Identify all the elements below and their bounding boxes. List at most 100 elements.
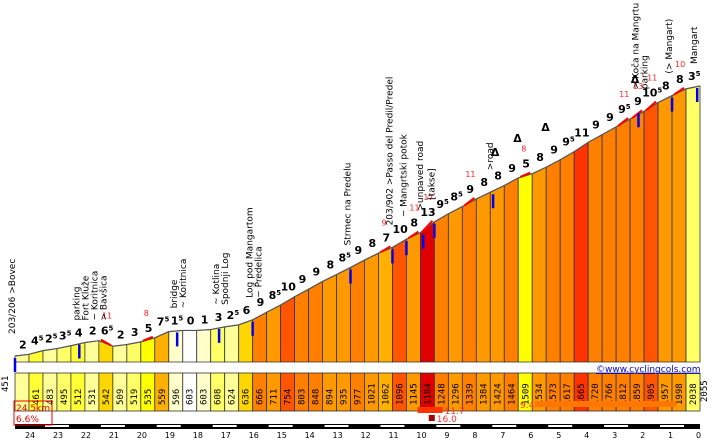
gradient-half: 5 [276, 289, 281, 297]
profile-segment [168, 329, 184, 363]
profile-segment [336, 266, 351, 363]
elevation-label: 803 [298, 389, 308, 405]
max-gradient-label: 11 [465, 170, 475, 179]
gradient-label: 2 [89, 325, 97, 338]
gradient-label: 8 [410, 217, 418, 230]
place-label: 203/206 >Bovec [8, 259, 18, 334]
gradient-label: 8 [480, 176, 488, 189]
elevation-label: 535 [144, 389, 154, 405]
place-label: [takse] [427, 168, 437, 200]
scale-gap [492, 425, 517, 427]
profile-segment [629, 110, 645, 363]
max-gradient-mark [142, 335, 154, 342]
profile-segment [266, 304, 282, 363]
elevation-label: 451 [1, 376, 11, 392]
elevation-label: 559 [158, 389, 168, 405]
elevation-cell [685, 372, 701, 412]
max-gradient-mark [379, 245, 391, 254]
scale-gap [100, 425, 125, 427]
x-tick-label: 20 [137, 431, 147, 440]
gradient-half: 5 [696, 70, 701, 78]
elevation-label: 1766 [605, 383, 615, 405]
profile-segment [685, 85, 701, 363]
profile-segment [392, 238, 407, 363]
elevation-label: 596 [172, 389, 182, 405]
gradient-label: 95 [562, 136, 575, 149]
place-label: parking [72, 286, 82, 320]
gradient-label: 8 [676, 73, 684, 86]
x-tick-label: 0 [696, 431, 701, 440]
profile-segment [573, 141, 589, 363]
gradient-label: 95 [436, 198, 449, 211]
x-tick-label: 24 [25, 431, 35, 440]
elevation-label: 1184 [423, 383, 433, 405]
gradient-half: 5 [234, 309, 239, 317]
longest-steep-label: 9.4 [520, 401, 535, 411]
elevation-label: 519 [130, 389, 140, 405]
elevation-label: 894 [326, 389, 336, 405]
elevation-label: 1296 [451, 383, 461, 405]
place-label: Mangart [690, 26, 700, 64]
gradient-label: 25 [45, 333, 58, 346]
profile-segment [154, 330, 170, 363]
max-gradient-mark [463, 197, 475, 207]
profile-line [14, 85, 701, 357]
gradient-label: 6 [243, 304, 251, 317]
x-tick-label: 23 [53, 431, 63, 440]
elevation-label: 1248 [437, 383, 447, 405]
scale-gap [156, 425, 181, 427]
elevation-label: 542 [102, 389, 112, 405]
elevation-label: 1617 [563, 383, 573, 405]
profile-segment [559, 150, 575, 363]
elevation-label: 1812 [619, 383, 629, 405]
x-tick-label: 7 [500, 431, 505, 440]
elevation-label: 711 [270, 389, 280, 405]
credit-link[interactable]: ©www.cyclingcols.com [596, 365, 700, 375]
profile-segment [224, 324, 240, 363]
gradient-label: 9 [606, 111, 614, 124]
max-gradient-label: 17 [423, 193, 433, 202]
profile-segment [671, 88, 687, 363]
scale-gap [44, 425, 69, 427]
summary-gradient: 6.6% [16, 415, 39, 425]
profile-segment [601, 126, 617, 363]
gradient-label: 85 [339, 251, 352, 264]
x-tick-label: 13 [333, 431, 343, 440]
scale-bar [15, 424, 700, 429]
x-tick-label: 2 [640, 431, 645, 440]
gradient-label: 105 [642, 86, 662, 99]
max-gradient-mark [673, 87, 685, 96]
gradient-label: 85 [269, 289, 282, 302]
x-tick-label: 18 [193, 431, 203, 440]
x-tick-label: 14 [305, 431, 315, 440]
profile-segment [406, 231, 421, 363]
elevation-label: 1905 [647, 383, 657, 405]
elevation-label: 461 [32, 389, 42, 405]
gradient-label: 9 [313, 265, 321, 278]
elevation-label: 1665 [577, 383, 587, 405]
max-gradient-mark [645, 100, 657, 112]
gradient-label: 95 [618, 103, 631, 116]
gradient-half: 5 [164, 316, 169, 324]
max-gradient-mark [100, 338, 112, 347]
profile-segment [587, 133, 603, 363]
place-label: > Bavšica [98, 275, 109, 320]
elevation-label: 608 [214, 389, 224, 405]
gradient-label: 9 [299, 273, 307, 286]
elevation-label: 754 [284, 389, 294, 405]
gradient-label: 9 [550, 144, 558, 157]
gradient-label: 13 [420, 206, 435, 219]
elevation-label: 935 [340, 389, 350, 405]
summary-box [13, 400, 53, 426]
gradient-label: 75 [157, 316, 170, 329]
elevation-label: 531 [88, 389, 98, 405]
place-label: ~ Mangrtski potok [399, 133, 409, 217]
scale-gap [212, 425, 237, 427]
x-tick-label: 16 [249, 431, 259, 440]
place-label: 203/902 >Passo del Predil/Predel [385, 77, 395, 226]
steepest-bars: 11.716.0 9.4 [417, 401, 677, 425]
elevation-label: 1464 [507, 383, 517, 405]
elevation-label: 1534 [535, 383, 545, 405]
gradient-label: 10 [392, 223, 408, 236]
max-gradient-mark [407, 230, 419, 240]
